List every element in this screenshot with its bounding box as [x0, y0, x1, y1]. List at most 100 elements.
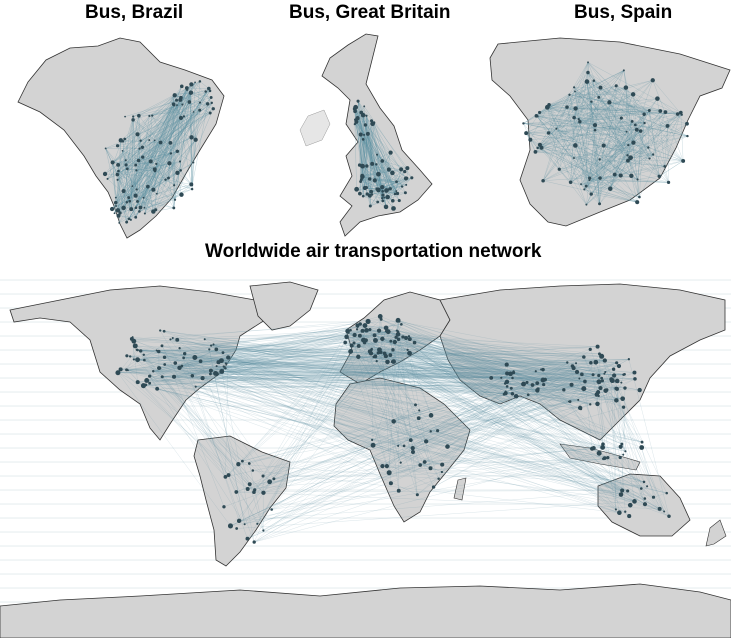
network-edge: [153, 329, 367, 372]
network-node: [384, 464, 389, 469]
network-node: [611, 367, 616, 371]
network-node: [639, 445, 645, 450]
network-edge: [362, 165, 383, 188]
network-edge: [536, 115, 632, 177]
network-edge: [598, 97, 654, 155]
network-edge: [356, 121, 398, 194]
network-node: [104, 147, 107, 150]
network-node: [354, 186, 360, 192]
network-edge: [409, 353, 570, 402]
network-edge: [357, 101, 364, 140]
network-edge: [200, 352, 379, 362]
network-edge: [598, 70, 625, 98]
network-edge: [210, 319, 382, 375]
network-edge: [371, 348, 374, 446]
network-edge: [567, 362, 604, 445]
network-edge: [371, 346, 598, 351]
network-node: [372, 333, 377, 338]
network-edge: [407, 349, 578, 373]
network-edge: [575, 145, 632, 177]
network-edge: [225, 363, 585, 382]
network-node: [630, 92, 636, 97]
network-edge: [376, 154, 394, 209]
network-edge: [575, 145, 592, 195]
network-node: [360, 328, 365, 333]
network-edge: [204, 338, 538, 384]
network-node: [666, 180, 671, 185]
network-edge: [177, 99, 181, 152]
network-node: [261, 474, 265, 478]
network-node: [639, 487, 643, 490]
network-edge: [506, 374, 624, 383]
network-edge: [165, 179, 175, 186]
network-edge: [359, 335, 599, 376]
network-edge: [358, 345, 642, 448]
network-node: [569, 382, 574, 387]
network-node: [429, 430, 432, 433]
network-edge: [398, 333, 594, 375]
network-edge: [537, 116, 628, 156]
network-edge: [118, 372, 144, 386]
network-node: [391, 199, 395, 203]
network-node: [198, 108, 202, 112]
network-edge: [170, 117, 182, 154]
network-edge: [210, 330, 397, 371]
network-edge: [116, 173, 157, 194]
network-edge: [512, 374, 594, 379]
network-edge: [594, 129, 650, 159]
network-node: [361, 194, 365, 198]
network-node: [236, 518, 242, 524]
network-edge: [346, 336, 613, 381]
network-edge: [371, 191, 385, 198]
network-edge: [372, 123, 396, 194]
network-node: [624, 450, 627, 453]
network-edge: [633, 129, 637, 143]
network-edge: [625, 87, 645, 115]
network-edge: [359, 335, 600, 383]
network-edge: [392, 361, 570, 402]
network-edge: [568, 387, 601, 402]
network-node: [125, 167, 129, 171]
network-edge: [575, 145, 590, 179]
network-edge: [547, 107, 645, 115]
network-edge: [388, 415, 432, 473]
network-edge: [179, 367, 603, 382]
network-edge: [350, 329, 399, 335]
network-edge: [575, 70, 624, 109]
network-edge: [350, 330, 390, 473]
network-edge: [539, 144, 632, 177]
network-edge: [146, 335, 360, 381]
network-node: [160, 375, 164, 379]
network-edge: [548, 104, 629, 161]
network-edge: [127, 369, 667, 494]
network-edge: [382, 177, 412, 199]
network-edge: [115, 89, 188, 203]
network-edge: [155, 185, 193, 210]
network-edge: [126, 350, 138, 370]
network-edge: [362, 165, 389, 190]
network-edge: [218, 361, 582, 375]
network-edge: [659, 160, 684, 177]
network-node: [262, 529, 265, 532]
network-node: [143, 212, 146, 215]
network-edge: [537, 112, 681, 117]
network-node: [360, 173, 365, 178]
network-edge: [164, 357, 599, 383]
network-edge: [526, 129, 596, 134]
network-edge: [366, 329, 581, 410]
network-edge: [441, 471, 631, 506]
madagascar-landmass: [453, 477, 467, 501]
network-edge: [236, 373, 511, 493]
network-edge: [523, 371, 578, 385]
network-edge: [586, 174, 615, 205]
network-edge: [573, 87, 629, 161]
network-edge: [351, 345, 568, 363]
network-edge: [570, 97, 599, 183]
network-edge: [610, 110, 661, 189]
network-edge: [173, 172, 178, 208]
network-edge: [216, 362, 617, 375]
network-edge: [548, 104, 688, 137]
network-node: [383, 196, 386, 199]
network-edge: [355, 107, 387, 207]
network-edge: [372, 191, 383, 195]
